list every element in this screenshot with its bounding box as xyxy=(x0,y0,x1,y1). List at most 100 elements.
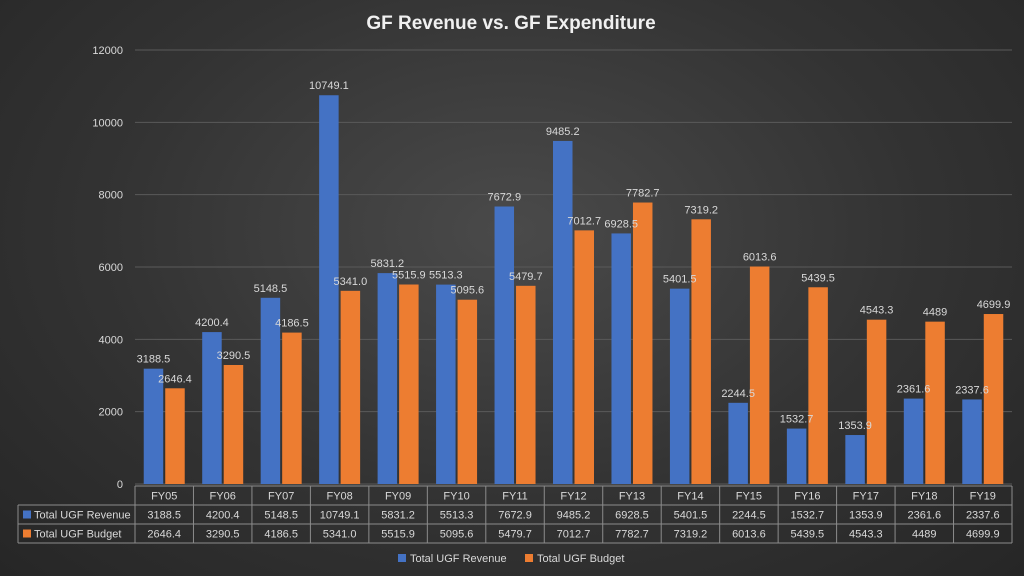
data-label: 1532.7 xyxy=(780,414,814,426)
data-label: 5341.0 xyxy=(334,276,368,288)
x-tick-label: FY16 xyxy=(794,491,820,503)
data-label: 10749.1 xyxy=(309,80,349,92)
data-label: 2337.6 xyxy=(955,384,989,396)
data-label: 7672.9 xyxy=(487,191,521,203)
table-cell: 5095.6 xyxy=(440,529,474,541)
table-cell: 5439.5 xyxy=(791,529,825,541)
data-label: 2646.4 xyxy=(158,373,192,385)
x-tick-label: FY05 xyxy=(151,491,177,503)
data-label: 5479.7 xyxy=(509,271,543,283)
data-label: 5095.6 xyxy=(450,285,484,297)
data-label: 2244.5 xyxy=(721,388,755,400)
bar-revenue xyxy=(611,233,631,484)
table-cell: 1353.9 xyxy=(849,510,883,522)
data-label: 7782.7 xyxy=(626,188,660,200)
table-cell: 4186.5 xyxy=(264,529,298,541)
bar-revenue xyxy=(202,332,222,484)
table-cell: 2361.6 xyxy=(907,510,941,522)
x-tick-label: FY14 xyxy=(677,491,703,503)
bar-revenue xyxy=(845,435,865,484)
table-cell: 4200.4 xyxy=(206,510,240,522)
bars xyxy=(143,95,1004,485)
table-cell: 6928.5 xyxy=(615,510,649,522)
x-tick-label: FY12 xyxy=(560,491,586,503)
bar-revenue xyxy=(436,284,456,484)
table-cell: 5831.2 xyxy=(381,510,415,522)
legend-label: Total UGF Budget xyxy=(537,553,624,565)
data-label: 5831.2 xyxy=(371,258,405,270)
data-label: 3188.5 xyxy=(137,354,171,366)
data-label: 5515.9 xyxy=(392,270,426,282)
data-label: 4186.5 xyxy=(275,318,309,330)
data-label: 5439.5 xyxy=(801,272,835,284)
table-legend-key xyxy=(23,510,31,519)
data-label: 5401.5 xyxy=(663,274,697,286)
bar-budget xyxy=(399,284,419,484)
table-cell: 7012.7 xyxy=(557,529,591,541)
x-tick-label: FY19 xyxy=(970,491,996,503)
table-cell: 5341.0 xyxy=(323,529,357,541)
table-series-name: Total UGF Revenue xyxy=(34,510,131,522)
chart-title: GF Revenue vs. GF Expenditure xyxy=(366,13,655,34)
data-label: 5513.3 xyxy=(429,270,463,282)
data-label: 9485.2 xyxy=(546,126,580,138)
bar-budget xyxy=(749,266,770,484)
bar-revenue xyxy=(319,95,339,485)
data-label: 4699.9 xyxy=(977,299,1011,311)
legend-key xyxy=(525,554,533,562)
data-label: 7319.2 xyxy=(684,204,718,216)
table-cell: 5401.5 xyxy=(674,510,708,522)
x-tick-label: FY18 xyxy=(911,491,937,503)
bar-budget xyxy=(165,388,185,484)
legend-key xyxy=(398,554,406,562)
bar-revenue xyxy=(669,288,690,484)
bar-budget xyxy=(516,285,536,484)
table-cell: 4489 xyxy=(912,529,936,541)
x-tick-label: FY13 xyxy=(619,491,645,503)
table-cell: 1532.7 xyxy=(791,510,825,522)
y-tick-label: 8000 xyxy=(99,190,123,202)
data-label: 4543.3 xyxy=(860,305,894,317)
bar-budget xyxy=(983,314,1004,484)
bar-revenue xyxy=(260,297,281,484)
table-cell: 10749.1 xyxy=(320,510,360,522)
table-cell: 4543.3 xyxy=(849,529,883,541)
y-tick-label: 2000 xyxy=(99,407,123,419)
legend-label: Total UGF Revenue xyxy=(410,553,507,565)
table-cell: 3188.5 xyxy=(147,510,181,522)
bar-budget xyxy=(340,290,361,484)
table-cell: 5148.5 xyxy=(264,510,298,522)
bar-budget xyxy=(574,230,594,484)
x-tick-label: FY10 xyxy=(443,491,469,503)
data-label: 6928.5 xyxy=(604,218,638,230)
table-cell: 5479.7 xyxy=(498,529,532,541)
table-legend-key xyxy=(23,529,31,538)
data-label: 7012.7 xyxy=(567,215,601,227)
bar-budget xyxy=(632,202,653,484)
bar-revenue xyxy=(377,273,398,484)
y-tick-label: 0 xyxy=(117,479,123,491)
x-tick-label: FY07 xyxy=(268,491,294,503)
x-tick-label: FY15 xyxy=(736,491,762,503)
x-tick-label: FY11 xyxy=(502,491,527,503)
y-axis: 0 2000 4000 6000 8000 10000 12000 xyxy=(92,45,123,491)
bar-budget xyxy=(282,332,302,484)
data-label: 1353.9 xyxy=(838,420,872,432)
x-tick-label: FY08 xyxy=(326,491,352,503)
data-label: 2361.6 xyxy=(897,384,931,396)
bar-revenue xyxy=(903,398,924,484)
table-cell: 2337.6 xyxy=(966,510,1000,522)
data-label: 4489 xyxy=(923,307,947,319)
bar-revenue xyxy=(728,402,748,484)
y-tick-label: 10000 xyxy=(92,117,123,129)
bar-budget xyxy=(866,319,887,484)
table-cell: 5515.9 xyxy=(381,529,415,541)
table-cell: 5513.3 xyxy=(440,510,474,522)
bar-budget xyxy=(808,287,828,484)
table-cell: 7672.9 xyxy=(498,510,532,522)
bar-budget xyxy=(457,299,478,484)
legend: Total UGF Revenue Total UGF Budget xyxy=(398,553,624,565)
table-series-name: Total UGF Budget xyxy=(34,529,121,541)
table-cell: 3290.5 xyxy=(206,529,240,541)
